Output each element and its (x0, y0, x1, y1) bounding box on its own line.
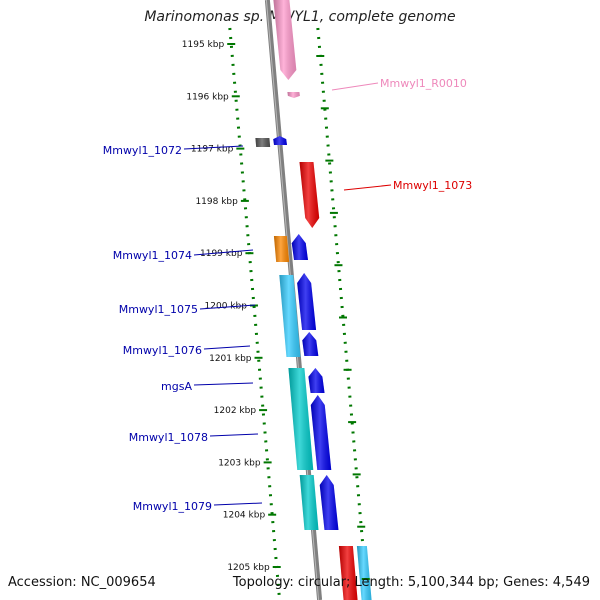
gene-label: Mmwyl1_R0010 (380, 77, 467, 90)
gene-gray-shade (255, 138, 271, 147)
dotted-guides (228, 27, 370, 600)
label-leader (213, 502, 263, 506)
gene-rrna-a-shade (273, 0, 297, 80)
gene-cyan-1075-shade (279, 275, 301, 357)
ruler-tick-label: 1197 kbp (191, 145, 234, 155)
gene-label: Mmwyl1_1079 (133, 500, 212, 513)
right-dotted-guide (316, 27, 370, 600)
ruler-tick-label: 1200 kbp (205, 302, 248, 312)
left-dotted-guide (228, 27, 282, 600)
gene-labels: 1195 kbp 1196 kbp 1197 kbp 1198 kbp 1199 kbp… (103, 40, 473, 573)
gene-1075-shade (297, 273, 317, 330)
label-leader (203, 345, 251, 350)
gene-rrna-b-shade (287, 92, 300, 98)
gene-1078-shade (310, 395, 332, 470)
ruler-tick-label: 1202 kbp (214, 406, 257, 416)
gene-teal-mgsA-shade (288, 368, 314, 470)
label-leader (199, 304, 256, 310)
label-leader (193, 382, 254, 386)
diagram-title: Marinomonas sp. MWYL1, complete genome (144, 9, 456, 25)
gene-red-bottom-shade (338, 546, 358, 600)
gene-1072-shade (273, 136, 288, 145)
ruler-tick-label: 1205 kbp (227, 563, 270, 573)
label-leader (193, 249, 254, 256)
gene-label: Mmwyl1_1075 (119, 303, 198, 316)
gene-label: mgsA (161, 380, 192, 393)
gene-orange-shade (273, 236, 290, 262)
ruler-tick-label: 1201 kbp (209, 354, 252, 364)
gene-1073-shade (299, 162, 320, 228)
gene-label: Mmwyl1_1076 (123, 344, 202, 357)
label-leader (343, 184, 392, 191)
ruler-tick-label: 1204 kbp (223, 511, 266, 521)
gene-1074-shade (291, 234, 309, 260)
ruler-tick-label: 1198 kbp (195, 197, 238, 207)
gene-label: Mmwyl1_1073 (393, 179, 472, 192)
ruler-tick-label: 1196 kbp (186, 92, 229, 102)
ruler-tick-label: 1195 kbp (182, 40, 225, 50)
gene-1076-shade (302, 332, 319, 356)
ruler-tick-label: 1203 kbp (218, 458, 261, 468)
label-leader (209, 433, 259, 437)
accession-text: Accession: NC_009654 (8, 575, 156, 590)
gene-cyan-bottom-shade (356, 546, 372, 600)
label-leader (331, 82, 379, 91)
gene-mgsA-shade (308, 368, 325, 393)
gene-label: Mmwyl1_1072 (103, 144, 182, 157)
gene-features (255, 0, 372, 600)
label-leader (183, 145, 244, 150)
gene-label: Mmwyl1_1078 (129, 431, 208, 444)
topology-text: Topology: circular; Length: 5,100,344 bp… (232, 575, 590, 590)
ruler-tick-label: 1199 kbp (200, 249, 243, 259)
ruler-ticks (227, 43, 370, 580)
gene-label: Mmwyl1_1074 (113, 249, 192, 262)
gene-teal-1079-shade (299, 475, 319, 530)
gene-1079-shade (319, 475, 339, 530)
